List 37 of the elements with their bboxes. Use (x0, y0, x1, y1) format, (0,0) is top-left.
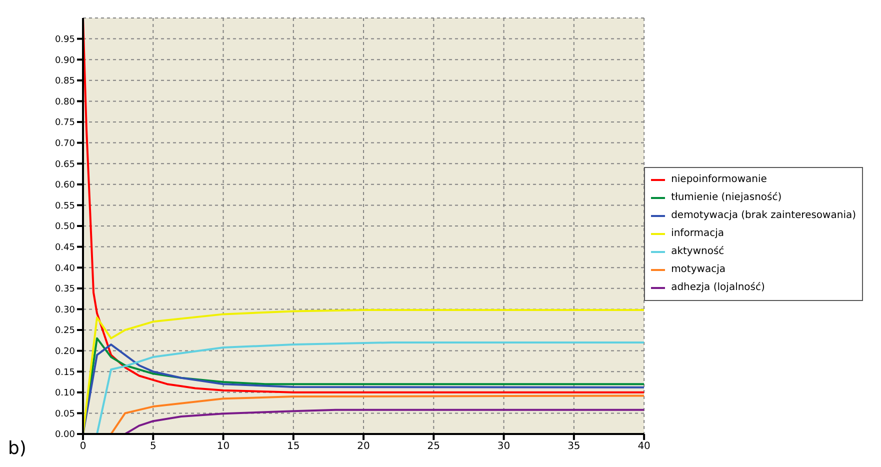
y-tick-label: 0.40 (54, 264, 76, 274)
y-tick-label: 0.35 (54, 284, 75, 295)
y-tick-label: 0.80 (54, 97, 76, 108)
legend-label: informacja (671, 226, 724, 240)
y-tick-label: 0.85 (54, 76, 75, 87)
x-tick-label: 35 (568, 441, 580, 452)
y-tick-label: 0.45 (54, 242, 75, 253)
y-tick-label: 0.75 (54, 118, 75, 128)
y-tick-label: 0.10 (54, 388, 76, 399)
y-tick-label: 0.90 (54, 56, 76, 66)
y-tick-label: 0.05 (54, 409, 75, 420)
y-tick-label: 0.20 (54, 346, 76, 357)
y-tick-label: 0.25 (54, 326, 75, 336)
y-tick-label: 0.00 (54, 430, 76, 440)
y-tick-label: 0.70 (54, 138, 76, 149)
y-tick-label: 0.60 (54, 180, 76, 191)
x-tick-label: 30 (497, 441, 510, 452)
x-tick-label: 15 (287, 441, 300, 452)
x-tick-label: 40 (638, 441, 650, 452)
legend-label: tłumienie (niejasność) (671, 190, 782, 204)
x-tick-label: 0 (80, 441, 86, 452)
y-tick-label: 0.55 (54, 201, 75, 212)
x-tick-label: 20 (357, 441, 370, 452)
x-tick-label: 10 (216, 441, 230, 452)
legend-label: motywacja (671, 262, 726, 276)
y-tick-label: 0.15 (54, 368, 75, 378)
x-tick-label: 25 (427, 441, 440, 452)
y-tick-label: 0.50 (54, 222, 76, 232)
y-tick-label: 0.30 (54, 305, 76, 316)
x-tick-label: 5 (150, 441, 156, 452)
legend-label: demotywacja (brak zainteresowania) (671, 208, 856, 222)
y-tick-label: 0.95 (54, 34, 75, 45)
text: b) (8, 438, 26, 459)
y-tick-label: 0.65 (54, 160, 75, 170)
legend-label: aktywność (671, 244, 724, 258)
legend-label: adhezja (lojalność) (671, 280, 765, 294)
legend-label: niepoinformowanie (671, 172, 767, 186)
